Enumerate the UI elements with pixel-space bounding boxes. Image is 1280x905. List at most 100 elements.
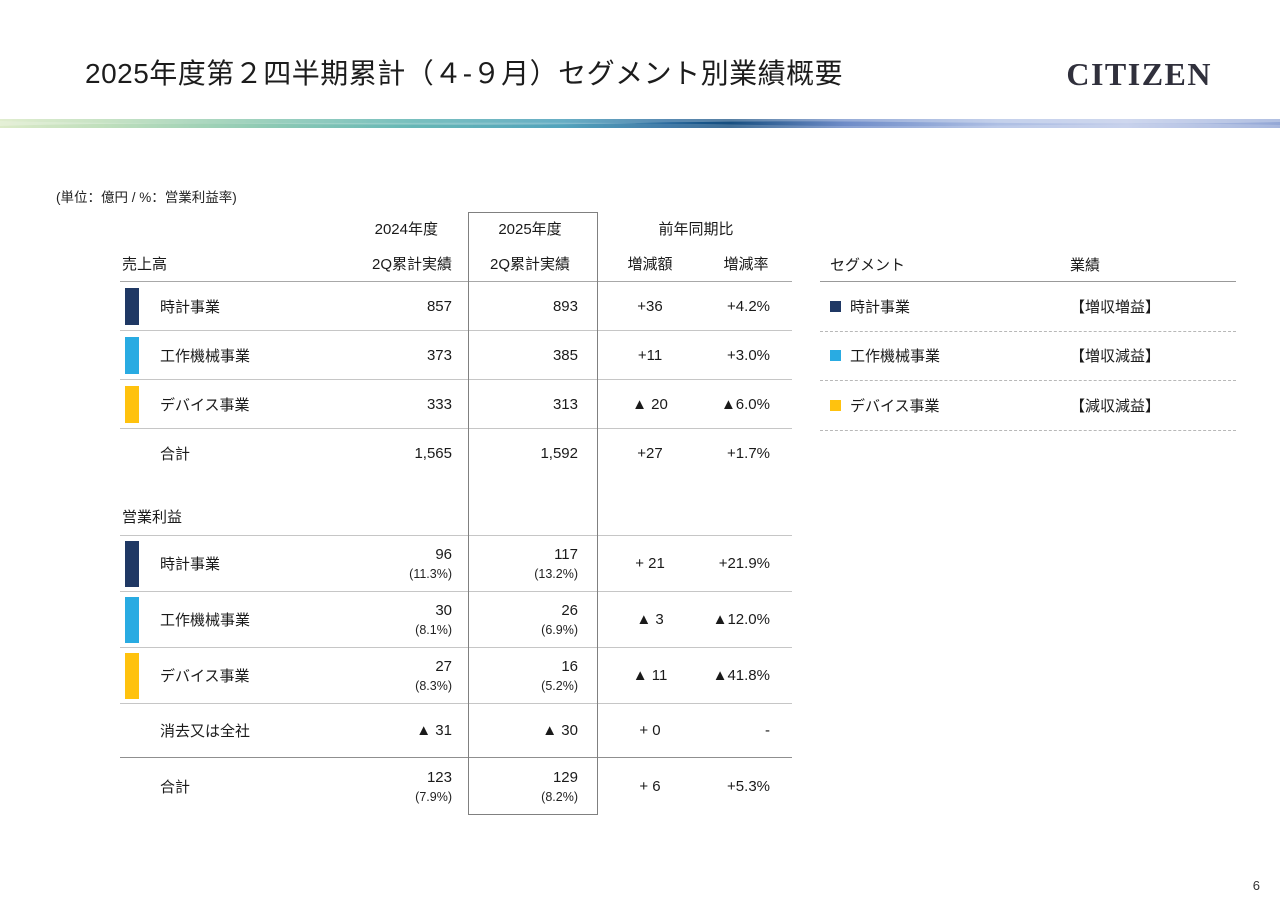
change-amount: +27 bbox=[637, 445, 663, 462]
change-rate: +3.0% bbox=[727, 346, 770, 364]
col-header-fy2025: 2025年度 bbox=[498, 221, 562, 238]
change-amount: +36 bbox=[637, 297, 663, 315]
fy2024-value: 1,565 bbox=[414, 445, 452, 462]
change-rate: ▲6.0% bbox=[720, 395, 770, 413]
fy2025-value-cell: 129 (8.2%) bbox=[460, 768, 600, 806]
segment-result: 【増収減益】 bbox=[1070, 348, 1161, 366]
segment-marker-cell bbox=[120, 592, 140, 647]
fy2024-margin: (7.9%) bbox=[415, 789, 452, 804]
segment-marker-cell bbox=[120, 380, 140, 428]
segment-marker-cell bbox=[120, 282, 140, 330]
change-rate: +21.9% bbox=[718, 555, 770, 572]
fy2025-margin: (8.2%) bbox=[541, 789, 578, 804]
machine-tools-color-marker bbox=[125, 596, 139, 643]
citizen-logo: CITIZEN bbox=[1066, 56, 1212, 92]
col-header-q2-2025: 2Q累計実績 bbox=[489, 256, 570, 273]
fy2025-value: 893 bbox=[552, 297, 578, 315]
segment-result: 【減収減益】 bbox=[1070, 397, 1161, 415]
change-amount: +11 bbox=[637, 346, 663, 364]
fy2024-value: 333 bbox=[426, 395, 452, 413]
fy2025-margin: (13.2%) bbox=[534, 566, 578, 581]
fy2025-value: 117 bbox=[554, 545, 578, 563]
row-label: 時計事業 bbox=[160, 298, 221, 316]
fy2025-value-cell: 16 (5.2%) bbox=[460, 657, 600, 695]
segment-label: 工作機械事業 bbox=[850, 348, 941, 366]
fy2024-value-cell: 30 (8.1%) bbox=[290, 601, 460, 639]
segment-marker-cell bbox=[120, 704, 140, 757]
change-amount: + 21 bbox=[635, 555, 665, 572]
change-rate: +4.2% bbox=[727, 297, 770, 315]
watches-legend-square bbox=[830, 300, 841, 312]
fy2024-value: 123 bbox=[426, 768, 452, 786]
devices-color-marker bbox=[125, 652, 139, 699]
change-rate: - bbox=[765, 722, 770, 739]
change-rate: +1.7% bbox=[727, 445, 770, 462]
fy2024-margin: (8.1%) bbox=[415, 622, 452, 637]
col-header-change-amount: 増減額 bbox=[627, 256, 673, 273]
fy2024-value: 27 bbox=[435, 657, 452, 675]
segment-item-devices: デバイス事業 【減収減益】 bbox=[820, 381, 1236, 431]
segment-panel-header: セグメント 業績 bbox=[820, 248, 1236, 282]
profit-section-header: 営業利益 bbox=[120, 498, 792, 536]
profit-section-label: 営業利益 bbox=[122, 509, 183, 526]
segment-label: 時計事業 bbox=[850, 298, 911, 316]
fy2025-value: ▲ 30 bbox=[542, 722, 578, 739]
segment-marker-cell bbox=[120, 331, 140, 379]
machine-tools-color-marker bbox=[125, 336, 139, 374]
table-row-profit-machine-tools: 工作機械事業 30 (8.1%) 26 (6.9%) ▲ 3 ▲12.0% bbox=[120, 592, 792, 648]
row-label: デバイス事業 bbox=[160, 396, 250, 414]
fy2025-margin: (5.2%) bbox=[541, 678, 578, 693]
segment-item-machine-tools: 工作機械事業 【増収減益】 bbox=[820, 332, 1236, 381]
fy2024-value: 30 bbox=[435, 601, 452, 619]
table-row-sales-watches: 時計事業 857 893 +36 +4.2% bbox=[120, 282, 792, 331]
col-header-change-rate: 増減率 bbox=[723, 256, 769, 273]
fy2024-value: 373 bbox=[426, 346, 452, 364]
table-row-sales-devices: デバイス事業 333 313 ▲ 20 ▲6.0% bbox=[120, 380, 792, 429]
sales-section-label: 売上高 bbox=[122, 256, 168, 273]
segment-summary-panel: セグメント 業績 時計事業 【増収増益】 工作機械事業 【増収減益】 デバイス事… bbox=[820, 248, 1236, 431]
page-title: 2025年度第２四半期累計（４-９月）セグメント別業績概要 bbox=[85, 58, 844, 89]
table-year-header-row: 2024年度 2025年度 前年同期比 bbox=[120, 210, 792, 246]
result-column-header: 業績 bbox=[1070, 257, 1101, 274]
segment-item-watches: 時計事業 【増収増益】 bbox=[820, 282, 1236, 332]
fy2024-value-cell: 96 (11.3%) bbox=[290, 545, 460, 583]
fy2025-margin: (6.9%) bbox=[541, 622, 578, 637]
fy2025-value: 1,592 bbox=[540, 445, 578, 462]
fy2024-value: 857 bbox=[426, 297, 452, 315]
fy2025-value-cell: 26 (6.9%) bbox=[460, 601, 600, 639]
machine-tools-legend-square bbox=[830, 350, 841, 362]
unit-note: (単位：億円 / %：営業利益率) bbox=[56, 190, 237, 205]
change-amount: ▲ 11 bbox=[632, 667, 668, 684]
row-label: 合計 bbox=[160, 779, 191, 796]
table-row-profit-watches: 時計事業 96 (11.3%) 117 (13.2%) + 21 +21.9% bbox=[120, 536, 792, 592]
fy2024-value-cell: 123 (7.9%) bbox=[290, 768, 460, 806]
change-amount: ▲ 20 bbox=[632, 395, 668, 413]
change-amount: + 0 bbox=[639, 722, 661, 739]
segment-marker-cell bbox=[120, 648, 140, 703]
segment-marker-cell bbox=[120, 429, 140, 478]
fy2025-value: 385 bbox=[552, 346, 578, 364]
table-row-profit-total: 合計 123 (7.9%) 129 (8.2%) + 6 +5.3% bbox=[120, 758, 792, 815]
fy2025-value: 129 bbox=[552, 768, 578, 786]
row-label: 合計 bbox=[160, 446, 191, 463]
devices-color-marker bbox=[125, 385, 139, 423]
change-amount: + 6 bbox=[639, 778, 661, 795]
table-row-profit-devices: デバイス事業 27 (8.3%) 16 (5.2%) ▲ 11 ▲41.8% bbox=[120, 648, 792, 704]
segment-marker-cell bbox=[120, 536, 140, 591]
row-label: 消去又は全社 bbox=[160, 723, 251, 740]
change-rate: +5.3% bbox=[727, 778, 770, 795]
col-header-yoy: 前年同期比 bbox=[658, 221, 734, 238]
segment-name-cell: 時計事業 bbox=[830, 296, 1070, 317]
row-label: 時計事業 bbox=[160, 556, 221, 573]
segment-label: デバイス事業 bbox=[850, 397, 940, 415]
segment-name-cell: 工作機械事業 bbox=[830, 345, 1070, 366]
decorative-wave-ribbon bbox=[0, 119, 1280, 128]
segment-column-header: セグメント bbox=[830, 257, 906, 274]
devices-legend-square bbox=[830, 399, 841, 411]
table-row-sales-machine-tools: 工作機械事業 373 385 +11 +3.0% bbox=[120, 331, 792, 380]
segment-result: 【増収増益】 bbox=[1070, 298, 1161, 316]
fy2025-value: 16 bbox=[561, 657, 578, 675]
table-row-elimination-corporate: 消去又は全社 ▲ 31 ▲ 30 + 0 - bbox=[120, 704, 792, 758]
fy2024-value: ▲ 31 bbox=[416, 722, 452, 739]
